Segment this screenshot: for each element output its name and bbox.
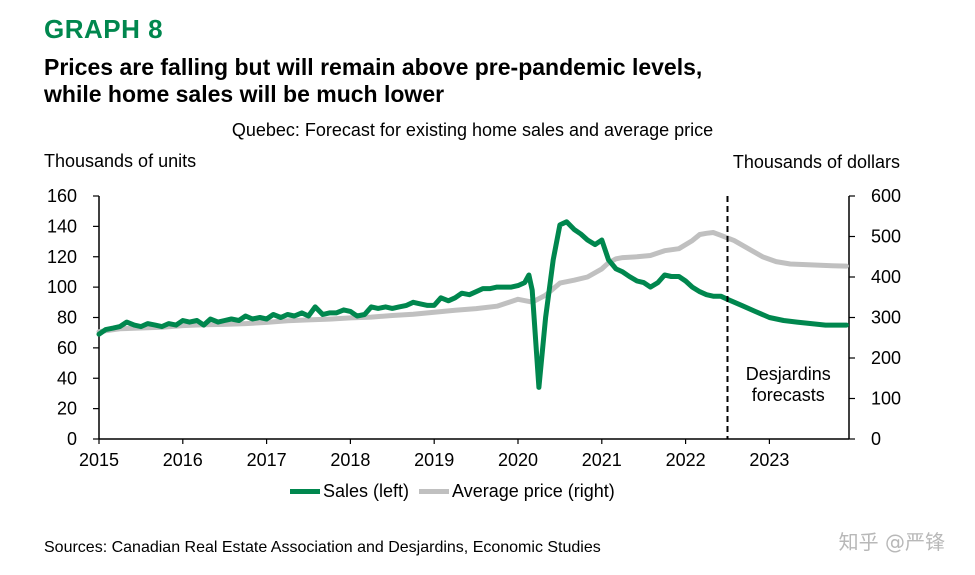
legend-label-sales: Sales (left) bbox=[323, 481, 410, 501]
right-tick-label: 100 bbox=[871, 389, 901, 409]
forecast-label-line-1: Desjardins bbox=[746, 364, 831, 384]
legend-label-price: Average price (right) bbox=[452, 481, 615, 501]
sales-series-line bbox=[96, 219, 849, 390]
legend-item-sales: Sales (left) bbox=[290, 481, 409, 502]
left-tick-label: 60 bbox=[57, 338, 77, 358]
legend-swatch-price bbox=[419, 489, 450, 494]
left-axis-label: Thousands of units bbox=[44, 151, 197, 171]
right-tick-label: 500 bbox=[871, 227, 901, 247]
left-tick-label: 140 bbox=[47, 216, 77, 236]
x-tick-label: 2016 bbox=[163, 450, 203, 470]
average-price-series-line bbox=[96, 230, 849, 335]
x-tick-label: 2015 bbox=[79, 450, 119, 470]
forecast-label-line-2: forecasts bbox=[752, 385, 825, 405]
legend-swatch-sales bbox=[290, 489, 320, 494]
source-note: Sources: Canadian Real Estate Associatio… bbox=[44, 539, 601, 556]
left-tick-label: 100 bbox=[47, 277, 77, 297]
legend-item-price: Average price (right) bbox=[419, 481, 615, 502]
right-tick-label: 300 bbox=[871, 308, 901, 328]
x-tick-label: 2022 bbox=[666, 450, 706, 470]
series-layer bbox=[96, 219, 849, 390]
right-tick-label: 0 bbox=[871, 429, 881, 449]
chart-legend: Sales (left) Average price (right) bbox=[290, 481, 625, 502]
chart-axes: 0 20 40 60 80 100 120 140 160 0 100 200 300 400 500 600… bbox=[47, 186, 901, 470]
x-tick-label: 2023 bbox=[749, 450, 789, 470]
watermark: 知乎 @严锋 bbox=[838, 530, 945, 554]
left-tick-label: 160 bbox=[47, 186, 77, 206]
x-tick-label: 2021 bbox=[582, 450, 622, 470]
right-tick-label: 200 bbox=[871, 348, 901, 368]
left-tick-label: 40 bbox=[57, 368, 77, 388]
x-tick-label: 2019 bbox=[414, 450, 454, 470]
graph-number-label: GRAPH 8 bbox=[44, 14, 164, 44]
left-tick-label: 120 bbox=[47, 247, 77, 267]
right-axis-label: Thousands of dollars bbox=[732, 152, 900, 172]
left-tick-label: 0 bbox=[67, 429, 77, 449]
headline-line-1: Prices are falling but will remain above… bbox=[44, 54, 703, 80]
headline-line-2: while home sales will be much lower bbox=[44, 81, 445, 107]
left-tick-label: 80 bbox=[57, 308, 77, 328]
right-tick-label: 400 bbox=[871, 267, 901, 287]
right-tick-label: 600 bbox=[871, 186, 901, 206]
left-tick-label: 20 bbox=[57, 399, 77, 419]
x-tick-label: 2018 bbox=[330, 450, 370, 470]
x-tick-label: 2017 bbox=[247, 450, 287, 470]
chart-title: Quebec: Forecast for existing home sales… bbox=[231, 120, 714, 140]
chart-headline: Prices are falling but will remain above… bbox=[44, 54, 944, 108]
x-tick-label: 2020 bbox=[498, 450, 538, 470]
